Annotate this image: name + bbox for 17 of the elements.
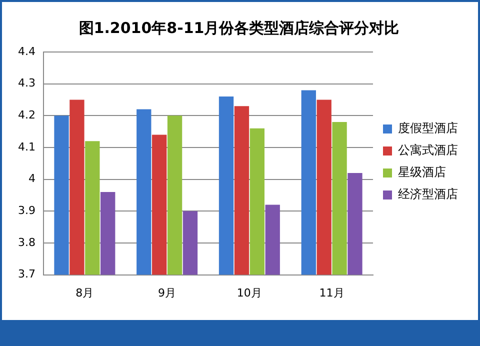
y-tick-label: 3.8: [18, 236, 36, 249]
y-tick-label: 4.3: [18, 76, 36, 90]
y-tick-label: 3.7: [18, 268, 36, 281]
y-tick-label: 3.9: [18, 204, 36, 217]
legend-label: 经济型酒店: [398, 187, 458, 202]
legend-label: 度假型酒店: [398, 121, 458, 136]
chart-title: 图1.2010年8-11月份各类型酒店综合评分对比: [78, 18, 400, 37]
y-tick-label: 4: [28, 172, 36, 186]
x-tick-label: 8月: [76, 286, 94, 300]
y-tick-label: 4.1: [18, 140, 36, 154]
legend-label: 公寓式酒店: [398, 143, 458, 158]
x-tick-label: 9月: [158, 286, 176, 300]
legend-label: 星级酒店: [398, 165, 446, 180]
y-tick-label: 4.4: [18, 44, 36, 58]
y-tick-label: 4.2: [18, 108, 36, 122]
x-tick-label: 11月: [319, 286, 344, 300]
x-tick-label: 10月: [236, 286, 262, 300]
